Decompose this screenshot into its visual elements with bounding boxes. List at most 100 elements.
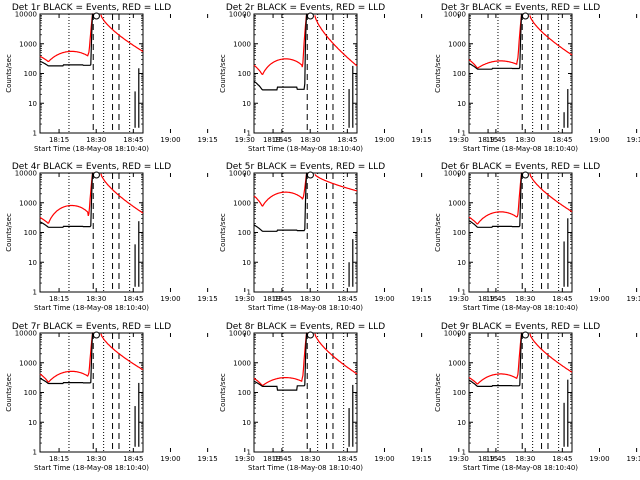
y-tick-label: 1000	[448, 199, 466, 207]
y-tick-label: 10000	[229, 330, 251, 338]
x-tick-label: 18:15	[478, 455, 498, 463]
x-tick-label: 19:00	[589, 295, 609, 303]
x-axis-label: Start Time (18-May-08 18:10:40)	[463, 304, 578, 312]
x-tick-label: 19:00	[374, 136, 394, 144]
red-lld-series	[39, 13, 94, 62]
x-tick-label: 18:45	[552, 295, 572, 303]
x-axis-label: Start Time (18-May-08 18:10:40)	[34, 464, 149, 472]
y-tick-label: 1000	[19, 40, 37, 48]
x-tick-label: 18:15	[49, 455, 69, 463]
y-tick-label: 1	[33, 289, 37, 297]
y-tick-label: 10000	[15, 170, 37, 178]
x-tick-label: 18:15	[263, 295, 283, 303]
y-tick-label: 100	[238, 229, 251, 237]
red-lld-series-tail	[314, 174, 358, 192]
x-tick-label: 19:00	[160, 136, 180, 144]
y-tick-label: 1	[33, 449, 37, 457]
red-lld-series-tail	[100, 333, 144, 371]
attenuator-marker-icon	[306, 12, 314, 20]
x-tick-label: 18:45	[337, 295, 357, 303]
x-tick-label: 18:15	[263, 136, 283, 144]
x-axis-label: Start Time (18-May-08 18:10:40)	[248, 145, 363, 153]
y-tick-label: 100	[24, 389, 37, 397]
x-axis-label: Start Time (18-May-08 18:10:40)	[34, 304, 149, 312]
x-tick-label: 19:15	[412, 136, 432, 144]
y-tick-label: 100	[238, 389, 251, 397]
x-tick-label: 19:45	[272, 136, 292, 144]
x-tick-label: 19:00	[160, 455, 180, 463]
y-tick-label: 10	[242, 259, 251, 267]
x-axis-label: Start Time (18-May-08 18:10:40)	[34, 145, 149, 153]
red-lld-series	[253, 332, 308, 387]
y-axis-label: Counts/sec	[434, 213, 442, 252]
detector-plot-4: Det 4r BLACK = Events, RED = LLD 1 10 100 10…	[5, 162, 292, 312]
y-tick-label: 10	[457, 419, 466, 427]
x-tick-label: 19:00	[589, 455, 609, 463]
y-tick-label: 100	[24, 70, 37, 78]
x-axis-label: Start Time (18-May-08 18:10:40)	[463, 464, 578, 472]
black-events-series	[39, 172, 94, 228]
x-tick-label: 19:15	[412, 455, 432, 463]
plot-title: Det 7r BLACK = Events, RED = LLD	[12, 322, 171, 332]
x-tick-label: 18:30	[300, 136, 320, 144]
red-lld-series-tail	[529, 333, 573, 373]
red-lld-series-tail	[529, 15, 573, 56]
detector-plot-5: Det 5r BLACK = Events, RED = LLD 1 10 100 10…	[219, 162, 506, 312]
plot-title: Det 3r BLACK = Events, RED = LLD	[441, 3, 600, 13]
y-tick-label: 1000	[19, 199, 37, 207]
x-tick-label: 18:30	[300, 295, 320, 303]
red-lld-series-tail	[314, 333, 358, 375]
x-tick-label: 18:45	[552, 136, 572, 144]
red-lld-series-tail	[100, 173, 144, 214]
x-tick-label: 19:15	[198, 455, 218, 463]
y-axis-label: Counts/sec	[219, 213, 227, 252]
x-tick-label: 19:45	[272, 295, 292, 303]
y-tick-label: 100	[453, 389, 466, 397]
y-axis-label: Counts/sec	[434, 373, 442, 412]
x-axis-label: Start Time (18-May-08 18:10:40)	[248, 304, 363, 312]
y-axis-label: Counts/sec	[219, 373, 227, 412]
black-events-series	[39, 332, 94, 385]
detector-plot-6: Det 6r BLACK = Events, RED = LLD 1 10 100 10…	[434, 162, 640, 312]
black-events-series	[468, 172, 523, 228]
red-lld-series	[39, 332, 94, 383]
x-tick-label: 19:30	[449, 455, 469, 463]
y-tick-label: 1	[247, 130, 251, 138]
x-tick-label: 19:15	[627, 295, 640, 303]
x-tick-label: 18:15	[478, 136, 498, 144]
attenuator-marker-icon	[92, 331, 100, 339]
red-lld-series	[39, 172, 94, 224]
x-tick-label: 19:00	[374, 455, 394, 463]
x-tick-label: 19:45	[486, 295, 506, 303]
x-tick-label: 18:45	[337, 455, 357, 463]
detector-plot-3: Det 3r BLACK = Events, RED = LLD 1 10 100 10…	[434, 3, 640, 153]
x-tick-label: 19:30	[449, 295, 469, 303]
y-tick-label: 10	[242, 100, 251, 108]
attenuator-marker-icon	[306, 331, 314, 339]
x-tick-label: 19:15	[627, 455, 640, 463]
x-tick-label: 18:30	[515, 295, 535, 303]
x-tick-label: 18:30	[515, 455, 535, 463]
x-axis-label: Start Time (18-May-08 18:10:40)	[463, 145, 578, 153]
detector-plot-8: Det 8r BLACK = Events, RED = LLD 1 10 100 10…	[219, 322, 506, 472]
x-tick-label: 18:15	[478, 295, 498, 303]
x-tick-label: 19:00	[374, 295, 394, 303]
attenuator-marker-icon	[521, 171, 529, 179]
x-tick-label: 19:15	[412, 295, 432, 303]
y-tick-label: 100	[453, 229, 466, 237]
x-tick-label: 18:30	[86, 295, 106, 303]
y-tick-label: 100	[238, 70, 251, 78]
y-tick-label: 1	[462, 289, 466, 297]
x-tick-label: 18:45	[552, 455, 572, 463]
y-axis-label: Counts/sec	[5, 213, 13, 252]
x-tick-label: 18:45	[123, 455, 143, 463]
x-tick-label: 19:30	[235, 136, 255, 144]
y-tick-label: 1000	[233, 40, 251, 48]
y-tick-label: 10	[457, 100, 466, 108]
x-tick-label: 19:30	[449, 136, 469, 144]
x-tick-label: 19:15	[627, 136, 640, 144]
x-tick-label: 18:30	[300, 455, 320, 463]
x-tick-label: 18:15	[49, 295, 69, 303]
x-tick-label: 18:45	[337, 136, 357, 144]
plot-title: Det 5r BLACK = Events, RED = LLD	[226, 162, 385, 172]
